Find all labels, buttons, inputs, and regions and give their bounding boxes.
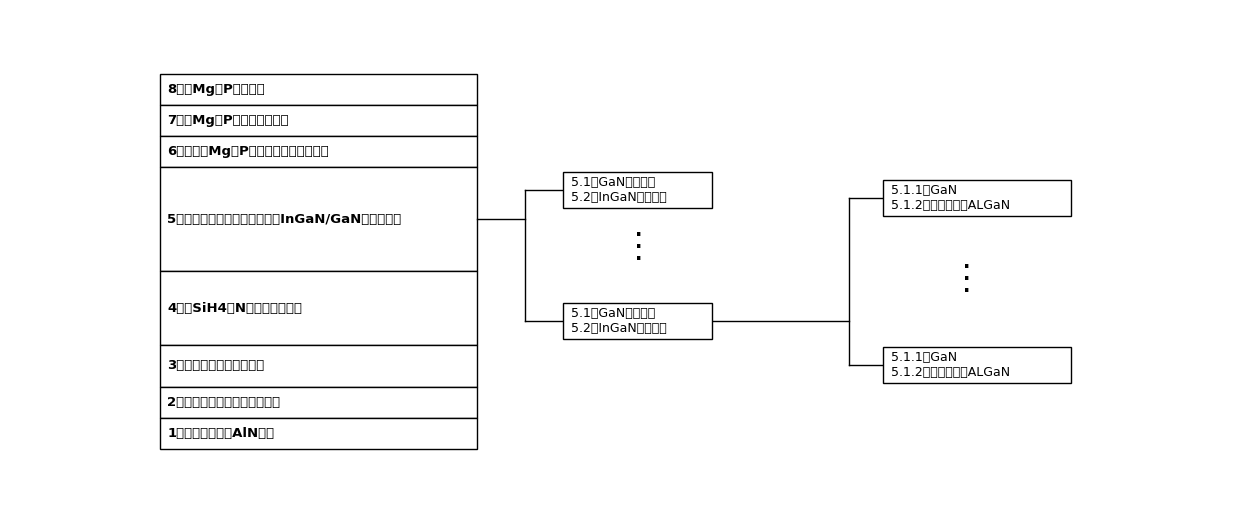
- Bar: [563, 172, 712, 208]
- Text: 3、未掺杂的高温氮化镓层: 3、未掺杂的高温氮化镓层: [167, 359, 265, 372]
- Text: 2、未掺杂的低温氮化镓缓冲层: 2、未掺杂的低温氮化镓缓冲层: [167, 396, 280, 409]
- Text: ·: ·: [635, 250, 642, 269]
- Text: 7、掺Mg的P型氮化镓导电层: 7、掺Mg的P型氮化镓导电层: [167, 114, 289, 127]
- Bar: [563, 304, 712, 339]
- Text: ·: ·: [635, 238, 642, 257]
- Text: 5.1、GaN量子垒区
5.2、InGaN量子阱区: 5.1、GaN量子垒区 5.2、InGaN量子阱区: [572, 176, 667, 204]
- Bar: [160, 74, 477, 105]
- Text: 5.1.1、GaN
5.1.2、调制掺杂的ALGaN: 5.1.1、GaN 5.1.2、调制掺杂的ALGaN: [892, 351, 1011, 379]
- Text: ·: ·: [635, 226, 642, 245]
- Text: ·: ·: [963, 258, 971, 277]
- Text: 5.1.1、GaN
5.1.2、调制掺杂的ALGaN: 5.1.1、GaN 5.1.2、调制掺杂的ALGaN: [892, 184, 1011, 212]
- Text: 5.1、GaN量子垒区
5.2、InGaN量子阱区: 5.1、GaN量子垒区 5.2、InGaN量子阱区: [572, 307, 667, 336]
- Bar: [883, 348, 1071, 383]
- Text: 4、掺SiH4的N型氮化镓导电层: 4、掺SiH4的N型氮化镓导电层: [167, 301, 303, 314]
- Bar: [160, 136, 477, 167]
- Bar: [160, 418, 477, 449]
- Bar: [160, 345, 477, 387]
- Bar: [160, 387, 477, 418]
- Bar: [883, 180, 1071, 215]
- Bar: [160, 167, 477, 271]
- Text: ·: ·: [963, 270, 971, 289]
- Text: 8、掺Mg的P型接触层: 8、掺Mg的P型接触层: [167, 83, 265, 96]
- Bar: [160, 105, 477, 136]
- Text: ·: ·: [963, 282, 971, 301]
- Bar: [160, 271, 477, 345]
- Text: 5、有源发光层为周期性结构的InGaN/GaN量子阱垒区: 5、有源发光层为周期性结构的InGaN/GaN量子阱垒区: [167, 213, 402, 226]
- Text: 6、低温掺Mg的P型氮化铝镓电子阻挡层: 6、低温掺Mg的P型氮化铝镓电子阻挡层: [167, 145, 330, 158]
- Text: 1、蓝宝石图形化AlN衬底: 1、蓝宝石图形化AlN衬底: [167, 427, 274, 440]
